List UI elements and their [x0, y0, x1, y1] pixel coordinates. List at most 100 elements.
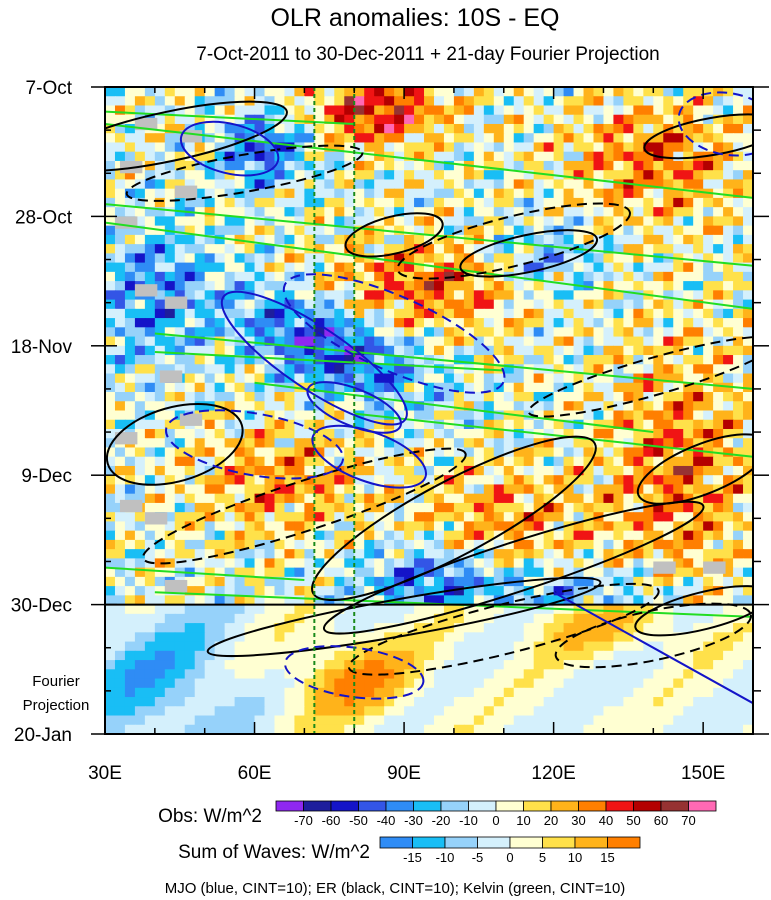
anomaly-cell	[174, 678, 186, 689]
anomaly-cell	[254, 549, 266, 559]
anomaly-cell	[344, 188, 355, 199]
anomaly-cell	[274, 281, 286, 291]
anomaly-cell	[374, 567, 385, 578]
anomaly-cell	[673, 123, 684, 134]
anomaly-cell	[284, 715, 296, 726]
anomaly-cell	[613, 419, 624, 430]
anomaly-cell	[553, 234, 565, 245]
anomaly-cell	[473, 114, 485, 125]
anomaly-cell	[493, 613, 505, 624]
anomaly-cell	[573, 595, 585, 606]
anomaly-cell	[533, 271, 545, 282]
anomaly-cell	[374, 632, 385, 643]
anomaly-cell	[693, 355, 704, 365]
anomaly-cell	[274, 105, 286, 116]
anomaly-cell	[483, 438, 495, 449]
anomaly-cell	[603, 355, 615, 365]
anomaly-cell	[713, 438, 724, 449]
anomaly-cell	[354, 558, 365, 569]
anomaly-cell	[414, 558, 425, 569]
anomaly-cell	[543, 253, 555, 264]
anomaly-cell	[105, 188, 116, 199]
colorbar-label: 0	[492, 813, 499, 828]
anomaly-cell	[384, 271, 395, 282]
anomaly-cell	[414, 355, 425, 365]
anomaly-cell	[643, 151, 654, 162]
anomaly-cell	[653, 632, 664, 643]
anomaly-cell	[274, 576, 286, 587]
anomaly-cell	[134, 179, 146, 190]
anomaly-cell	[603, 253, 615, 264]
anomaly-cell	[154, 392, 166, 402]
anomaly-cell	[354, 392, 365, 402]
anomaly-cell	[344, 567, 355, 578]
anomaly-cell	[184, 521, 196, 532]
anomaly-cell	[623, 262, 634, 273]
anomaly-cell	[443, 715, 455, 726]
anomaly-cell	[354, 355, 365, 365]
anomaly-cell	[543, 530, 555, 541]
anomaly-cell	[473, 308, 485, 319]
anomaly-cell	[593, 687, 605, 698]
anomaly-cell	[394, 549, 405, 559]
anomaly-cell	[563, 170, 575, 181]
anomaly-cell	[733, 401, 744, 412]
anomaly-cell	[433, 456, 445, 467]
anomaly-cell	[583, 382, 595, 393]
anomaly-cell	[224, 216, 236, 227]
anomaly-cell	[184, 539, 196, 550]
anomaly-cell	[214, 558, 226, 569]
anomaly-cell	[314, 456, 325, 467]
anomaly-cell	[354, 327, 365, 338]
anomaly-cell	[683, 650, 694, 661]
anomaly-cell	[443, 299, 455, 310]
anomaly-cell	[483, 484, 495, 495]
anomaly-cell	[433, 493, 445, 504]
anomaly-cell	[643, 576, 654, 587]
anomaly-cell	[583, 216, 595, 227]
anomaly-cell	[174, 87, 186, 97]
anomaly-cell	[244, 521, 256, 532]
colorbar-swatch	[275, 800, 304, 812]
anomaly-cell	[374, 318, 385, 328]
anomaly-cell	[553, 410, 565, 421]
anomaly-cell	[733, 225, 744, 236]
anomaly-cell	[583, 234, 595, 245]
anomaly-cell	[144, 567, 156, 578]
anomaly-cell	[134, 512, 146, 523]
anomaly-cell	[204, 308, 216, 319]
anomaly-cell	[384, 669, 395, 680]
anomaly-cell	[114, 669, 126, 680]
anomaly-cell	[663, 493, 674, 504]
anomaly-cell	[244, 530, 256, 541]
anomaly-cell	[274, 345, 286, 356]
anomaly-cell	[114, 475, 126, 486]
anomaly-cell	[743, 364, 753, 375]
anomaly-cell	[673, 687, 684, 698]
anomaly-cell	[364, 170, 375, 181]
anomaly-cell	[633, 271, 644, 282]
anomaly-cell	[463, 576, 475, 587]
anomaly-cell	[433, 484, 445, 495]
anomaly-cell	[214, 160, 226, 171]
anomaly-cell	[114, 355, 126, 365]
anomaly-cell	[244, 373, 256, 384]
anomaly-cell	[523, 197, 535, 208]
anomaly-cell	[424, 262, 435, 273]
anomaly-cell	[643, 253, 654, 264]
anomaly-cell	[154, 401, 166, 412]
anomaly-cell	[184, 253, 196, 264]
anomaly-cell	[164, 493, 176, 504]
anomaly-cell	[124, 105, 136, 116]
anomaly-cell	[723, 392, 734, 402]
anomaly-cell	[394, 179, 405, 190]
anomaly-cell	[523, 207, 535, 217]
er-contour	[344, 212, 444, 258]
anomaly-cell	[523, 234, 535, 245]
anomaly-cell	[244, 188, 256, 199]
anomaly-cell	[683, 392, 694, 402]
anomaly-cell	[563, 253, 575, 264]
anomaly-cell	[154, 502, 166, 513]
anomaly-cell	[523, 623, 535, 633]
anomaly-cell	[144, 382, 156, 393]
